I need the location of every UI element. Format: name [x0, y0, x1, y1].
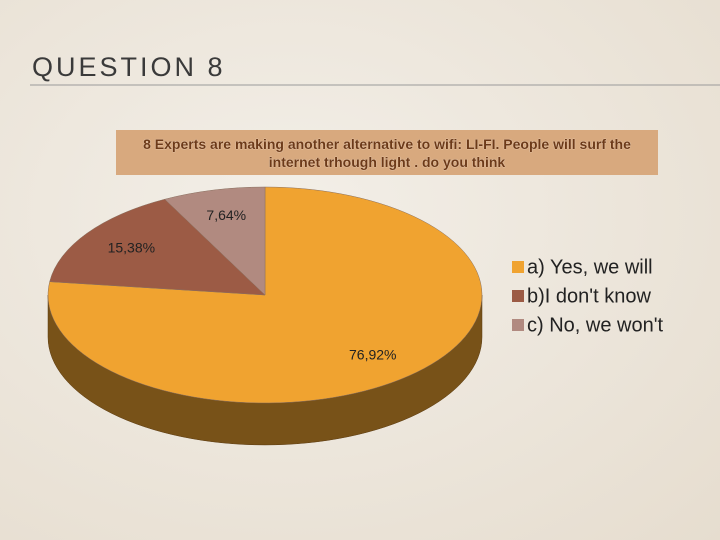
legend-label: b)I don't know: [527, 285, 651, 307]
data-label: 7,64%: [206, 207, 246, 223]
data-label: 76,92%: [349, 346, 396, 362]
slice: [49, 198, 266, 296]
legend-swatch: [512, 261, 524, 273]
legend-swatch: [512, 290, 524, 302]
slide-title: QUESTION 8: [32, 52, 226, 82]
legend-label: c) No, we won't: [527, 314, 664, 336]
slice: [164, 186, 266, 296]
legend-swatch: [512, 319, 524, 331]
chart-title: 8 Experts are making another alternative…: [116, 130, 658, 175]
data-label: 15,38%: [108, 239, 155, 255]
legend-label: a) Yes, we will: [527, 256, 653, 278]
